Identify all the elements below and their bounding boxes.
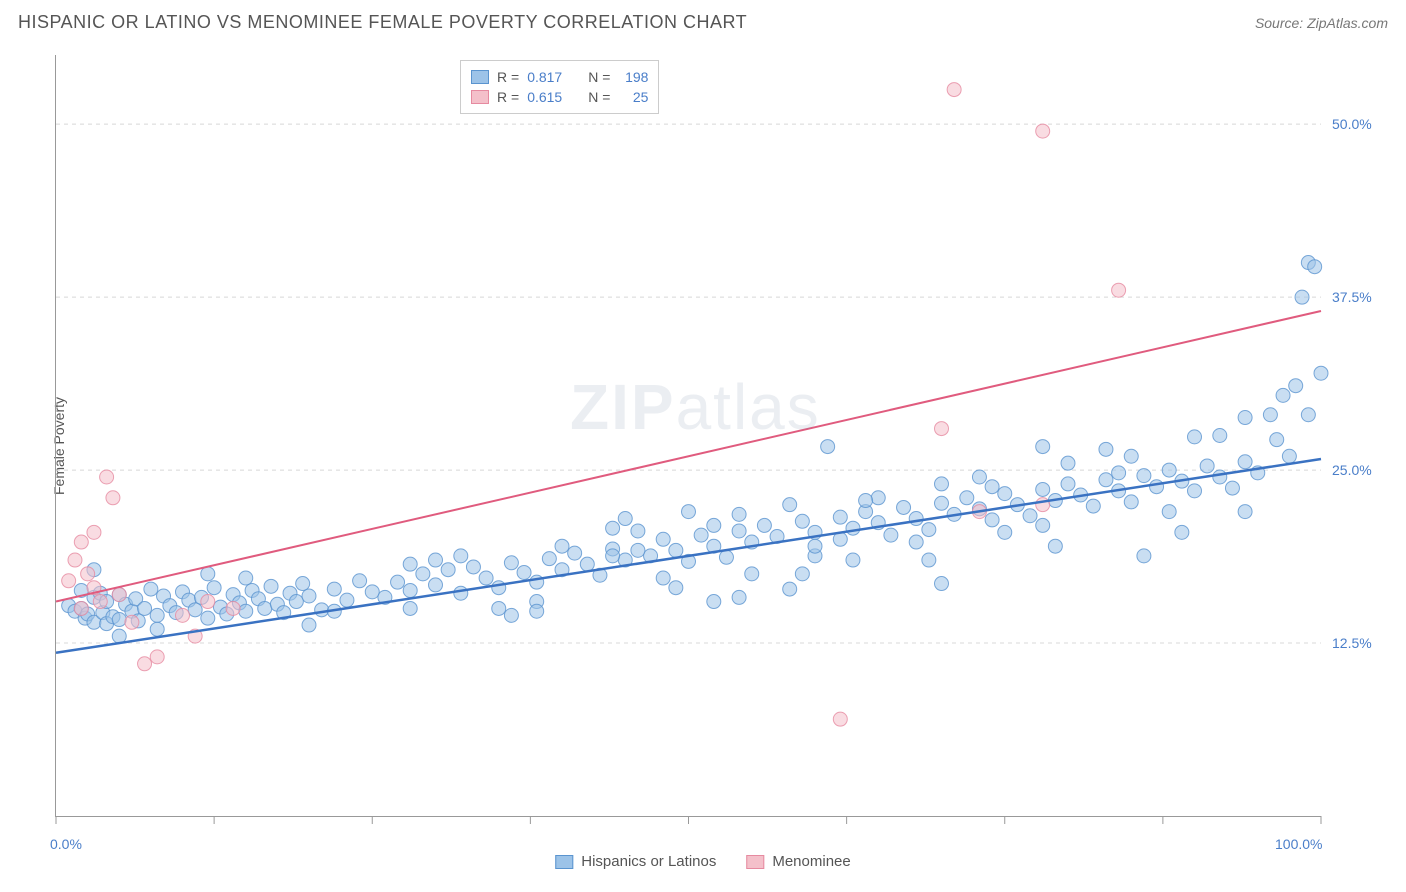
y-tick-label: 37.5% [1332, 289, 1372, 305]
legend-swatch [555, 855, 573, 869]
legend-swatch [471, 70, 489, 84]
chart-svg [56, 55, 1321, 816]
chart-title: HISPANIC OR LATINO VS MENOMINEE FEMALE P… [18, 12, 747, 33]
legend-swatch [471, 90, 489, 104]
legend-row: R =0.817N =198 [471, 67, 648, 87]
x-tick-label: 100.0% [1275, 836, 1322, 852]
y-tick-label: 25.0% [1332, 462, 1372, 478]
chart-source: Source: ZipAtlas.com [1255, 15, 1388, 31]
series-legend-item: Hispanics or Latinos [555, 853, 716, 870]
chart-plot-area [55, 55, 1321, 817]
legend-swatch [746, 855, 764, 869]
legend-row: R =0.615N =25 [471, 87, 648, 107]
correlation-legend: R =0.817N =198R =0.615N =25 [460, 60, 659, 114]
y-tick-label: 50.0% [1332, 116, 1372, 132]
chart-header: HISPANIC OR LATINO VS MENOMINEE FEMALE P… [0, 0, 1406, 41]
series-legend: Hispanics or Latinos Menominee [555, 853, 850, 870]
y-tick-label: 12.5% [1332, 635, 1372, 651]
x-tick-label: 0.0% [50, 836, 82, 852]
series-legend-item: Menominee [746, 853, 850, 870]
